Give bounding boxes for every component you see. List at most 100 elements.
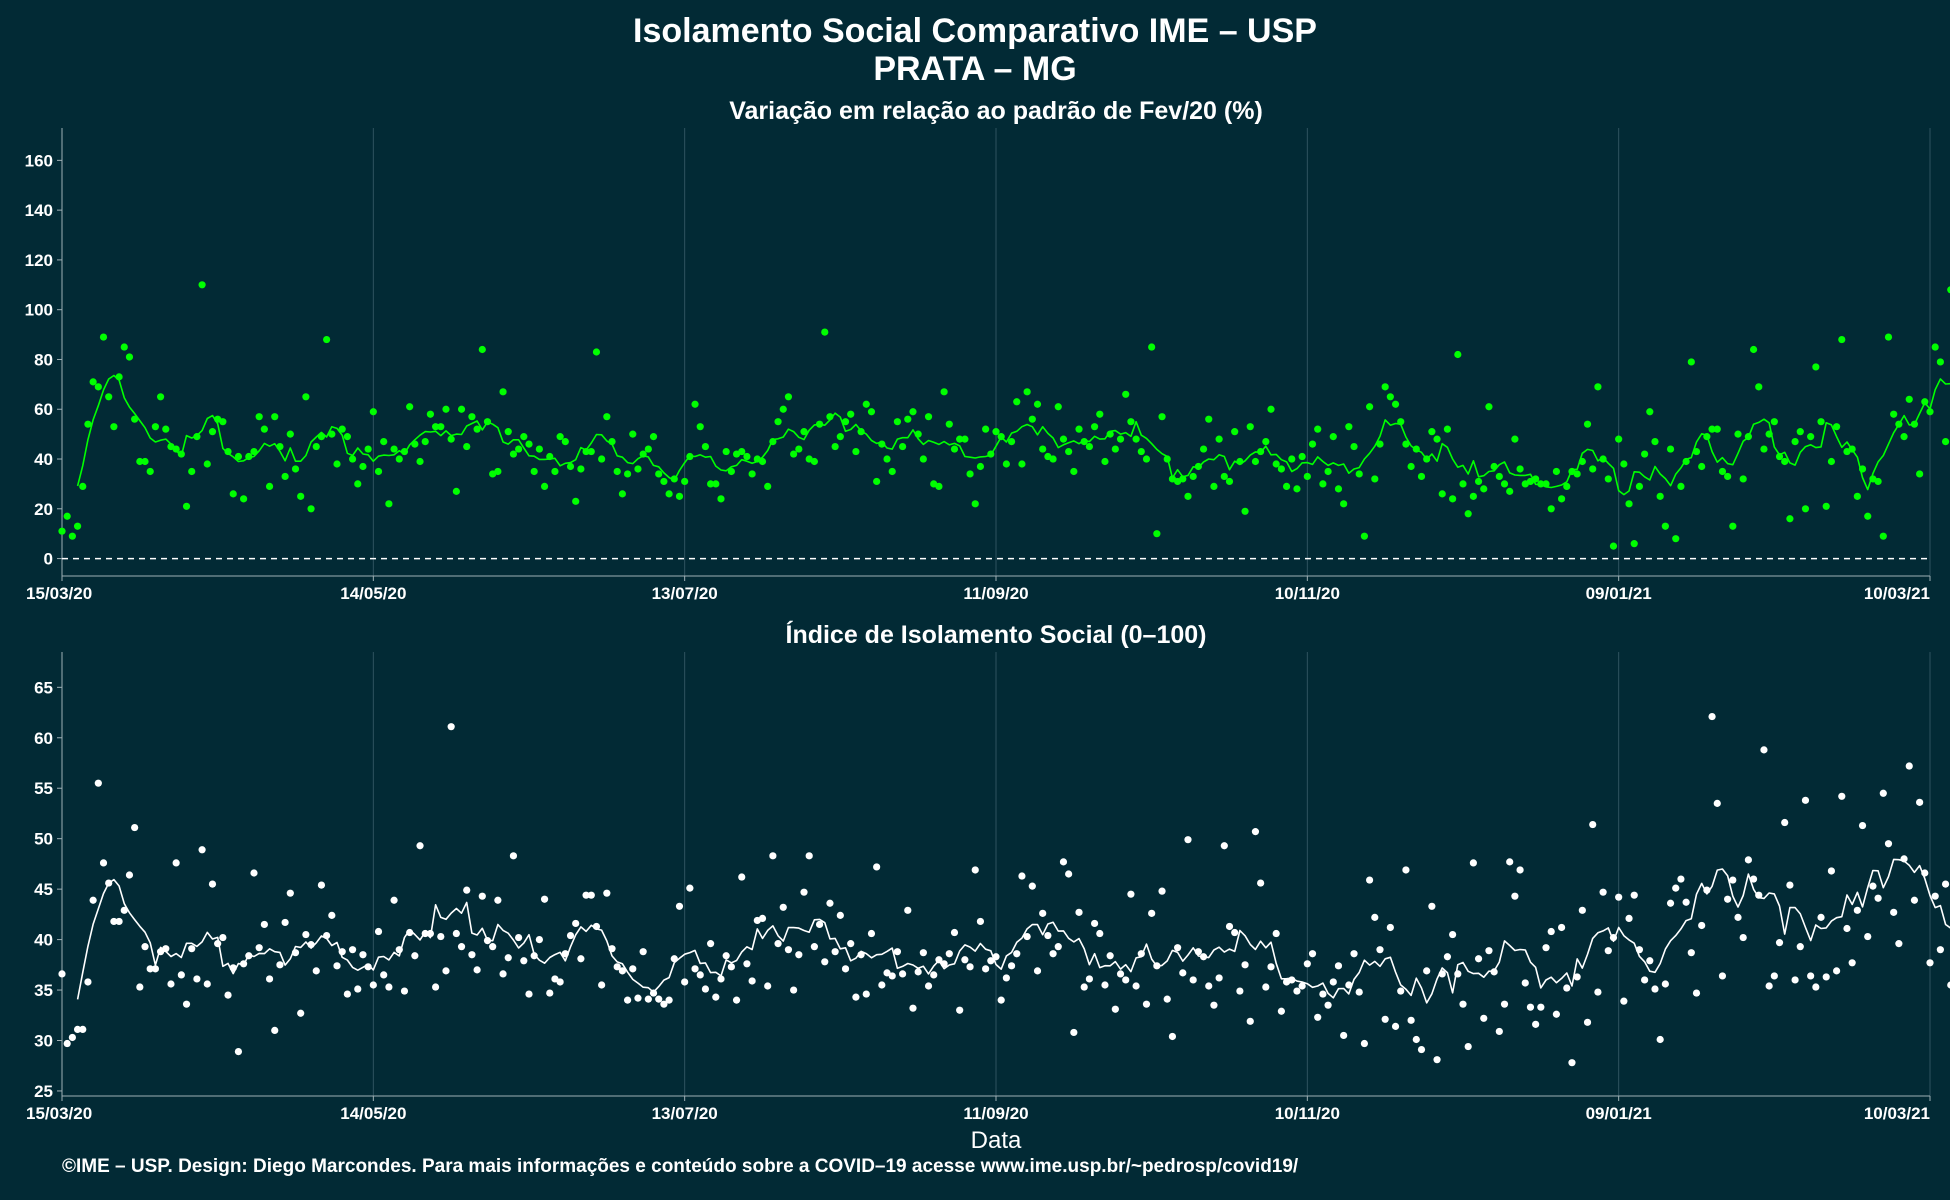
data-point [732,996,741,1004]
data-point [234,452,243,461]
data-point [940,388,948,396]
data-point [146,467,154,476]
data-point [151,965,159,973]
panel-1-title: Variação em relação ao padrão de Fev/20 … [729,97,1263,125]
data-point [494,467,502,476]
data-point [1848,959,1856,967]
data-point [847,940,855,948]
data-point [987,957,995,965]
data-point [1381,1015,1389,1023]
data-point [966,963,974,971]
data-point [1573,470,1581,478]
data-point [1096,929,1104,938]
data-point [1417,1045,1426,1054]
data-point [1817,418,1825,426]
data-point [395,455,403,463]
data-point [551,467,559,476]
data-point [219,933,227,942]
data-point [120,906,128,914]
data-point [1371,913,1379,921]
data-point [1319,990,1327,998]
data-point [286,430,294,438]
data-point [982,965,990,973]
data-point [540,895,549,903]
data-point [1210,1001,1218,1009]
data-point [893,948,902,956]
data-point [1397,987,1405,995]
data-point [1801,796,1810,804]
data-point [390,896,398,904]
data-point [323,335,331,344]
data-point [997,996,1005,1004]
data-point [1744,856,1752,864]
data-point [1495,1027,1503,1036]
data-point [525,990,533,998]
data-point [1210,482,1218,490]
data-point [660,477,668,486]
data-point [712,993,720,1001]
data-point [1096,410,1104,418]
data-point [899,970,907,978]
data-point [1661,980,1669,988]
data-point [1438,490,1446,498]
data-point [1308,950,1317,958]
data-point [815,920,824,929]
data-point [193,975,201,983]
data-point [1874,894,1882,902]
data-point [675,492,684,500]
data-point [1698,462,1706,471]
data-point [1267,405,1275,413]
data-point [1547,505,1555,513]
data-point [364,445,372,453]
data-point [369,408,377,416]
data-point [348,946,357,954]
data-point [535,935,543,944]
data-point [281,918,289,927]
data-point [1563,482,1571,490]
data-point [572,497,580,505]
data-point [224,991,232,999]
data-point [1755,383,1763,391]
data-point [1589,820,1597,829]
data-point [1407,1016,1415,1024]
data-point [1936,358,1944,366]
data-point [1557,495,1566,503]
data-point [1822,502,1830,510]
data-point [1734,430,1742,438]
data-point [416,457,424,466]
data-point [1298,452,1306,461]
data-point [738,447,746,456]
data-point [89,378,97,386]
data-point [136,457,144,466]
data-point [1485,403,1493,411]
data-point [935,482,943,490]
x-tick-label: 10/03/21 [1864,584,1930,603]
data-point [774,418,782,426]
data-point [1646,957,1654,965]
data-point [893,418,902,426]
data-point [878,981,886,989]
data-point [1599,888,1607,896]
data-point [1366,876,1374,884]
data-point [68,532,76,540]
data-point [1391,400,1400,408]
data-point [1931,892,1939,900]
x-tick-label: 10/03/21 [1864,1104,1930,1123]
data-point [115,917,123,926]
data-point [1314,425,1322,433]
data-point [328,911,336,919]
data-point [1807,972,1815,980]
data-point [1142,1000,1151,1008]
data-point [141,457,149,466]
data-point [1464,1042,1472,1051]
data-point [722,447,730,456]
data-point [1262,438,1270,446]
data-point [1329,978,1337,986]
data-point [99,859,108,867]
data-point [1184,492,1192,500]
data-point [727,467,735,476]
x-tick-label: 15/03/20 [26,1104,92,1123]
data-point [800,888,808,896]
data-point [717,495,725,503]
data-point [1941,880,1950,888]
